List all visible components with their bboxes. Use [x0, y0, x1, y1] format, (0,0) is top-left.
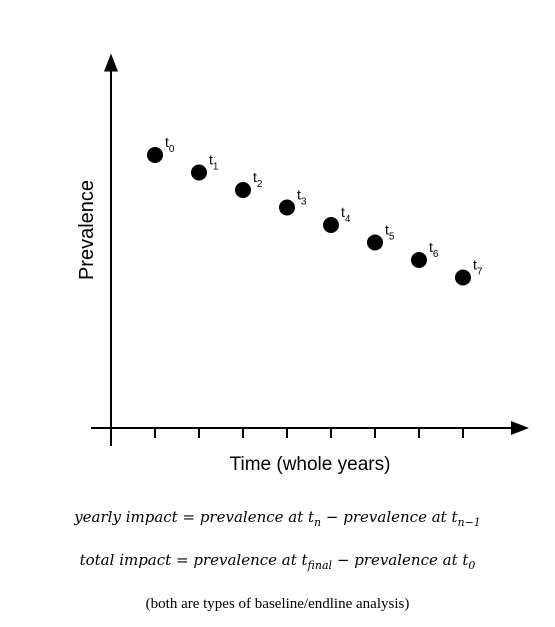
- data-point: [411, 252, 427, 268]
- equals-sign: =: [182, 508, 196, 526]
- data-point-label: t2: [253, 169, 263, 190]
- total-impact-term-b: prevalence at t: [354, 551, 469, 569]
- data-point-label-subscript: 0: [169, 144, 175, 155]
- data-point-label: t1: [209, 152, 219, 173]
- data-point: [191, 164, 207, 181]
- axes: [91, 53, 529, 446]
- y-axis-label: Prevalence: [76, 180, 98, 280]
- x-ticks: [154, 428, 464, 438]
- data-point: [279, 199, 295, 216]
- data-point-label: t7: [473, 257, 483, 278]
- data-point: [455, 269, 471, 286]
- x-axis-arrowhead: [511, 421, 529, 435]
- data-point-label-subscript: 4: [345, 214, 351, 225]
- data-points: t0 t1 t2 t3 t4 t5 t6 t7: [147, 134, 483, 286]
- minus-sign: −: [325, 508, 339, 526]
- total-impact-term-a: prevalence at t: [193, 551, 308, 569]
- data-point: [235, 182, 251, 198]
- data-point-label: t4: [341, 204, 351, 225]
- minus-sign: −: [336, 551, 350, 569]
- data-point-label-subscript: 6: [433, 249, 439, 260]
- data-point-label-subscript: 3: [301, 197, 307, 208]
- data-point-label: t0: [165, 134, 175, 155]
- yearly-impact-sub-b: n−1: [457, 516, 481, 529]
- data-point-label: t5: [385, 222, 395, 243]
- yearly-impact-term-b: prevalence at t: [343, 508, 458, 526]
- x-axis-label: Time (whole years): [230, 454, 391, 475]
- total-impact-lhs: total impact: [79, 551, 172, 569]
- equals-sign: =: [175, 551, 189, 569]
- data-point-label-subscript: 1: [213, 162, 219, 173]
- yearly-impact-lhs: yearly impact: [74, 508, 178, 526]
- data-point: [323, 217, 339, 233]
- total-impact-sub-a: final: [307, 559, 333, 572]
- data-point-label: t6: [429, 239, 439, 260]
- total-impact-sub-b: 0: [468, 559, 476, 572]
- total-impact-formula: total impact = prevalence at tfinal − pr…: [0, 551, 555, 572]
- yearly-impact-sub-a: n: [314, 516, 322, 529]
- data-point-label-subscript: 2: [257, 179, 263, 190]
- yearly-impact-formula: yearly impact = prevalence at tn − preva…: [0, 508, 555, 529]
- data-point: [147, 147, 163, 163]
- yearly-impact-term-a: prevalence at t: [199, 508, 315, 526]
- y-axis-arrowhead: [104, 53, 118, 72]
- analysis-note: (both are types of baseline/endline anal…: [145, 596, 410, 612]
- data-point-label-subscript: 7: [477, 267, 483, 278]
- data-point-label-subscript: 5: [389, 232, 395, 243]
- data-point: [367, 234, 383, 251]
- data-point-label: t3: [297, 187, 307, 208]
